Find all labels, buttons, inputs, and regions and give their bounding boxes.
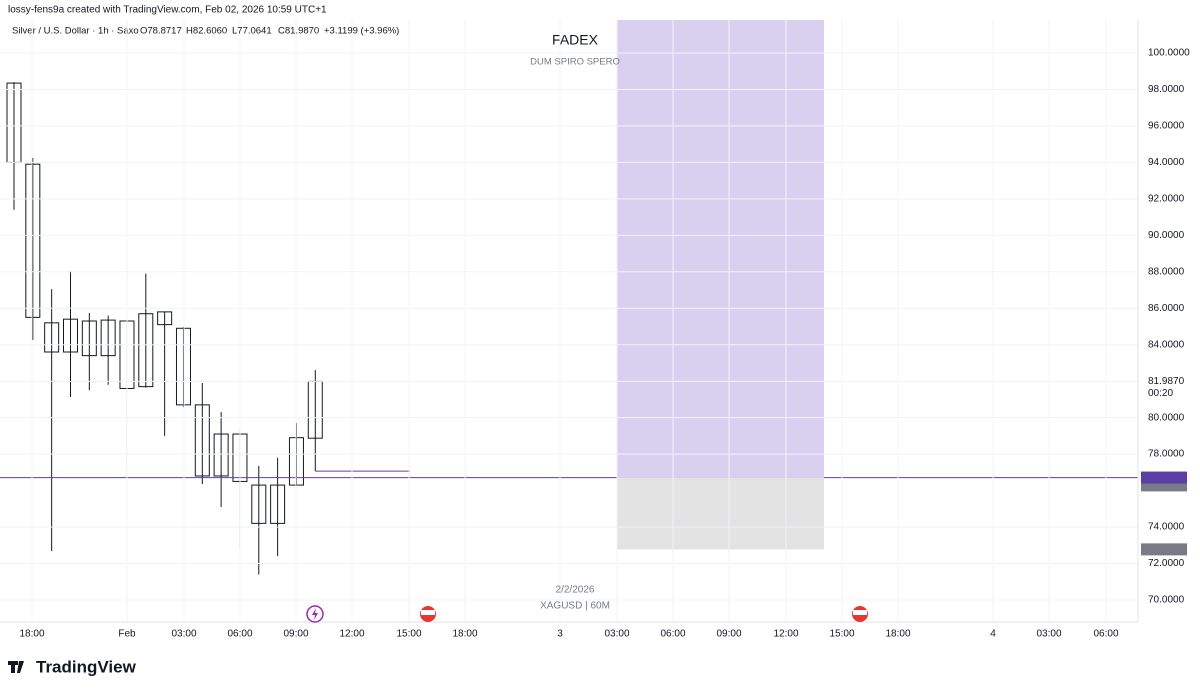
legend-value: H82.6060 xyxy=(186,26,227,37)
x-tick-label: 12:00 xyxy=(773,629,798,640)
x-tick-label: 03:00 xyxy=(171,629,196,640)
price-badge xyxy=(1141,543,1187,556)
y-tick-label: 98.0000 xyxy=(1148,84,1185,95)
x-tick-label: Feb xyxy=(118,629,136,640)
x-tick-label: 09:00 xyxy=(283,629,308,640)
watermark-symbol: XAGUSD | 60M xyxy=(540,601,610,612)
y-tick-label: 81.9870 xyxy=(1148,376,1185,387)
header: lossy-fens9a created with TradingView.co… xyxy=(8,5,327,16)
x-tick-label: 06:00 xyxy=(660,629,685,640)
y-tick-label: 78.0000 xyxy=(1148,449,1185,460)
y-tick-label: 94.0000 xyxy=(1148,157,1185,168)
x-tick-label: 18:00 xyxy=(452,629,477,640)
y-tick-label: 80.0000 xyxy=(1148,412,1185,423)
stop-zone xyxy=(617,477,824,550)
x-tick-label: 15:00 xyxy=(396,629,421,640)
y-tick-label: 74.0000 xyxy=(1148,522,1185,533)
countdown: 00:20 xyxy=(1148,388,1173,399)
y-tick-label: 90.0000 xyxy=(1148,230,1185,241)
chart-title: FADEX xyxy=(552,32,599,48)
symbol: Silver / U.S. Dollar · 1h · Saxo xyxy=(12,26,139,37)
y-tick-label: 96.0000 xyxy=(1148,121,1185,132)
y-tick-label: 72.0000 xyxy=(1148,558,1185,569)
y-tick-label: 88.0000 xyxy=(1148,266,1185,277)
event-icon-us-stripe xyxy=(421,610,435,615)
price-badge xyxy=(1141,471,1187,484)
event-icon-us-stripe xyxy=(853,610,867,615)
x-tick-label: 09:00 xyxy=(716,629,741,640)
x-tick-label: 3 xyxy=(557,629,563,640)
watermark-date: 2/2/2026 xyxy=(556,585,595,596)
x-tick-label: 06:00 xyxy=(227,629,252,640)
logo-mark xyxy=(8,661,24,673)
logo: TradingView xyxy=(8,657,137,676)
event-icon-bolt xyxy=(312,608,318,620)
target-zone xyxy=(617,20,824,478)
legend-value: C81.9870 xyxy=(278,26,319,37)
y-tick-label: 86.0000 xyxy=(1148,303,1185,314)
x-tick-label: 18:00 xyxy=(885,629,910,640)
brand: TradingView xyxy=(36,657,137,676)
x-tick-label: 03:00 xyxy=(1036,629,1061,640)
y-tick-label: 100.0000 xyxy=(1148,48,1190,59)
y-tick-label: 70.0000 xyxy=(1148,595,1185,606)
x-tick-label: 4 xyxy=(990,629,996,640)
legend-value: L77.0641 xyxy=(232,26,272,37)
x-tick-label: 12:00 xyxy=(339,629,364,640)
legend-value: O78.8717 xyxy=(140,26,182,37)
x-tick-label: 06:00 xyxy=(1093,629,1118,640)
x-tick-label: 15:00 xyxy=(829,629,854,640)
x-tick-label: 18:00 xyxy=(19,629,44,640)
y-tick-label: 84.0000 xyxy=(1148,339,1185,350)
legend-value: +3.1199 (+3.96%) xyxy=(324,26,399,37)
chart-subtitle: DUM SPIRO SPERO xyxy=(530,57,620,68)
x-tick-label: 03:00 xyxy=(604,629,629,640)
y-tick-label: 92.0000 xyxy=(1148,193,1185,204)
event-icons xyxy=(306,605,868,623)
